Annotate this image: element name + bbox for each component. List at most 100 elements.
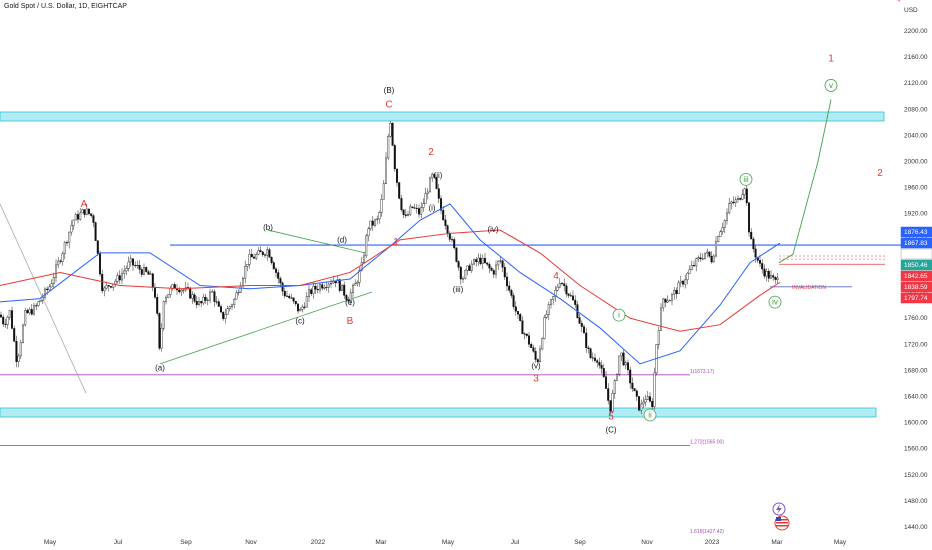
candle-body	[308, 289, 311, 297]
candle	[182, 288, 185, 294]
candle-body	[642, 401, 645, 405]
candle	[506, 272, 509, 292]
candle-body	[237, 292, 240, 294]
candle-body	[750, 231, 753, 240]
candle-body	[644, 399, 647, 403]
trend-lines: INVALIDATION 1(1673.17) 1.272(1565.00) 1.61…	[0, 99, 932, 535]
candle	[41, 293, 44, 305]
candle-body	[459, 267, 462, 280]
candle	[314, 283, 317, 294]
candle-body	[640, 403, 643, 411]
candle-body	[268, 249, 271, 258]
candle	[415, 203, 418, 214]
candle-body	[462, 278, 465, 280]
candle-body	[415, 207, 418, 209]
candle-body	[134, 264, 137, 266]
candle-body	[44, 288, 47, 298]
candle-body	[261, 251, 264, 255]
candle	[431, 172, 434, 182]
candle	[627, 359, 630, 375]
candle	[464, 269, 467, 280]
price-axis[interactable]: USD 1440.00 1480.00 1520.00 1560.00 1600.00 16…	[904, 7, 928, 531]
candle	[127, 256, 130, 272]
candle-body	[246, 264, 249, 267]
time-axis[interactable]: May Jul Sep Nov 2022 Mar May Jul Sep Nov 2023 Mar Ma…	[44, 539, 847, 546]
candle-body	[129, 258, 132, 263]
event-icons[interactable]	[772, 502, 790, 531]
candle	[215, 296, 218, 305]
candle-body	[536, 359, 539, 362]
y-tick-label: 2160.00	[904, 54, 928, 61]
x-tick-label: Nov	[641, 539, 653, 546]
candle-body	[464, 270, 467, 279]
candle	[583, 324, 586, 334]
candle-body	[488, 264, 491, 269]
candle	[208, 288, 211, 304]
candle	[233, 297, 236, 309]
candle-body	[169, 288, 172, 295]
candle-body	[83, 209, 86, 215]
candle	[149, 270, 152, 275]
candle-body	[325, 286, 328, 288]
candle	[44, 287, 47, 300]
y-tick-label: 1480.00	[904, 498, 928, 505]
candle-body	[360, 262, 363, 271]
candle-body	[490, 267, 493, 271]
candle-body	[776, 277, 779, 280]
candle	[666, 295, 669, 304]
candle-body	[627, 362, 630, 371]
candle-body	[10, 310, 13, 329]
currency-label: USD	[904, 7, 918, 14]
y-tick-label: 2080.00	[904, 106, 928, 113]
candle-body	[772, 275, 775, 278]
candle	[48, 284, 51, 292]
candle-body	[235, 292, 238, 300]
candle	[59, 259, 62, 264]
candle-body	[244, 266, 247, 279]
candle	[565, 283, 568, 298]
y-tick-label: 1640.00	[904, 393, 928, 400]
candle	[202, 293, 205, 305]
candle-body	[583, 326, 586, 334]
candle-body	[138, 265, 141, 270]
candle	[644, 394, 647, 407]
candle-body	[765, 271, 768, 277]
candle-body	[523, 333, 526, 335]
candle	[466, 265, 469, 276]
candle-body	[622, 352, 625, 366]
candle-body	[631, 382, 634, 389]
candle	[723, 219, 726, 234]
candle-body	[98, 253, 101, 275]
candle	[633, 388, 636, 392]
candle-body	[6, 316, 9, 325]
candle	[679, 275, 682, 288]
candle	[118, 270, 121, 284]
candle	[664, 298, 667, 308]
candle	[109, 285, 112, 289]
wave-label: C	[385, 99, 392, 110]
candle-body	[730, 201, 733, 204]
candle-body	[327, 283, 330, 288]
candle	[39, 299, 42, 303]
candle-body	[349, 292, 352, 302]
candle-body	[354, 283, 357, 286]
candle	[297, 303, 300, 314]
wave-circle	[768, 295, 782, 309]
x-tick-label: Sep	[574, 539, 586, 546]
candle	[345, 293, 348, 303]
candle-body	[396, 168, 399, 183]
candle	[310, 287, 313, 297]
candle-body	[440, 198, 443, 211]
blue-moving-average	[0, 203, 781, 365]
candle-body	[721, 227, 724, 232]
candle	[158, 312, 161, 351]
candle-body	[96, 240, 99, 254]
candle	[68, 231, 71, 249]
lightning-icon[interactable]	[772, 502, 786, 516]
candle	[22, 323, 25, 344]
us-flag-icon[interactable]	[774, 515, 790, 531]
candle	[682, 279, 685, 288]
candle-body	[607, 388, 610, 401]
candle-body	[343, 284, 346, 296]
